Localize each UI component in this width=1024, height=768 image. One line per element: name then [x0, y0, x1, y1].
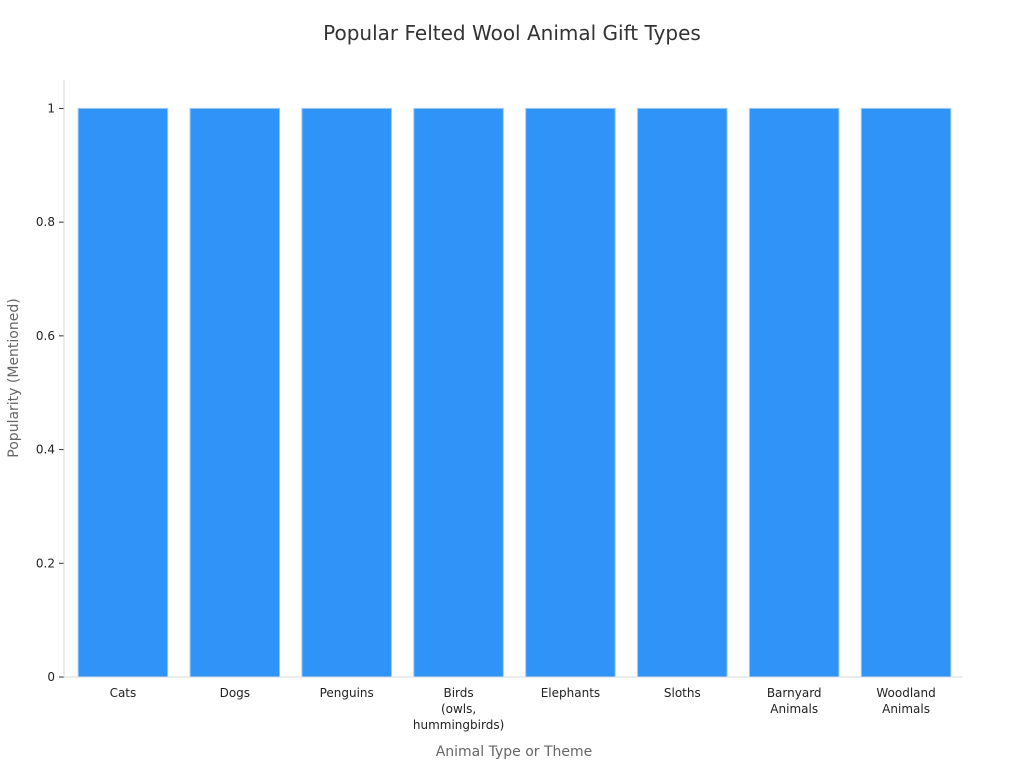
y-tick-label: 1 — [47, 101, 55, 115]
x-axis-label: Animal Type or Theme — [436, 744, 593, 760]
x-axis-tick-labels: Cats Dogs Penguins Birds (owls, hummingbirds)… — [110, 686, 936, 732]
bar — [77, 107, 169, 678]
chart-title: Popular Felted Wool Animal Gift Types — [323, 21, 701, 45]
bar — [748, 107, 840, 678]
y-tick-label: 0.8 — [36, 215, 55, 229]
bar — [413, 107, 504, 678]
x-tick-label: Penguins — [320, 686, 374, 700]
x-tick-label: Birds (owls, hummingbirds) — [413, 686, 504, 732]
x-tick-label: Sloths — [664, 686, 701, 700]
x-tick-label: Barnyard Animals — [767, 686, 822, 716]
x-tick-label: Elephants — [541, 686, 600, 700]
bars — [77, 107, 952, 678]
x-tick-label: Cats — [110, 686, 137, 700]
bar — [189, 107, 281, 678]
y-tick-label: 0.6 — [36, 329, 55, 343]
bar — [301, 107, 392, 678]
y-axis-ticks: 0 0.2 0.4 0.6 0.8 1 — [36, 101, 64, 684]
bar — [525, 107, 616, 678]
y-tick-label: 0 — [47, 670, 55, 684]
x-tick-label: Dogs — [220, 686, 250, 700]
bar — [860, 107, 952, 678]
y-axis-label: Popularity (Mentioned) — [6, 298, 22, 457]
bar — [637, 107, 728, 678]
x-tick-label: Woodland Animals — [876, 686, 935, 716]
y-tick-label: 0.4 — [36, 443, 55, 457]
y-tick-label: 0.2 — [36, 556, 55, 570]
